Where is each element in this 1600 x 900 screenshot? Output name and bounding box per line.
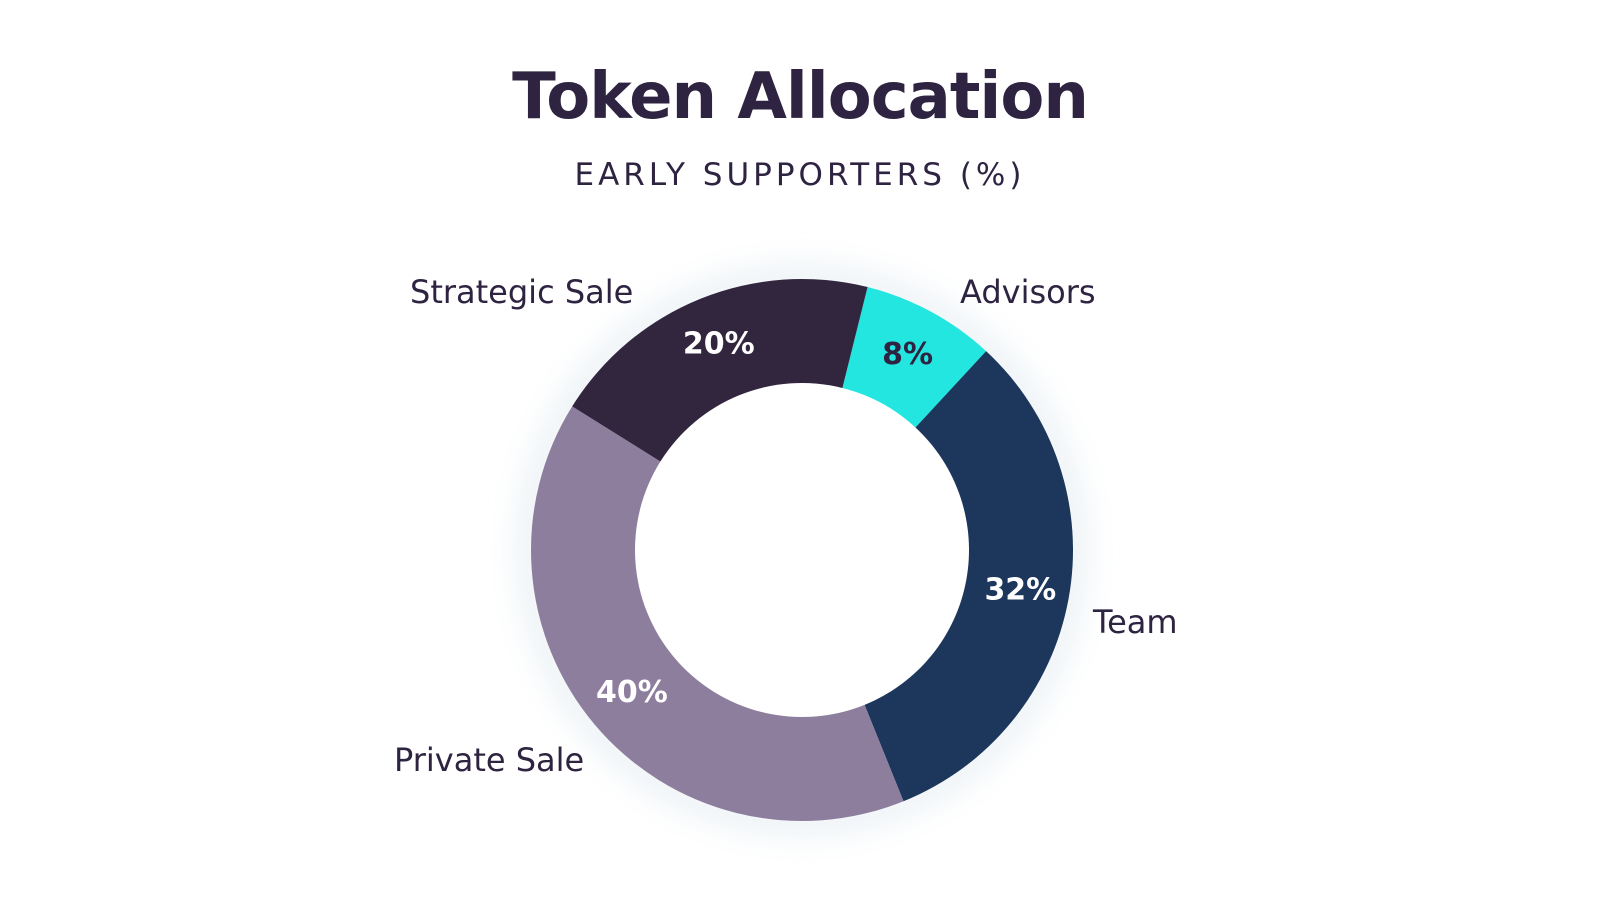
slice-strategic-sale <box>572 279 868 462</box>
slice-team <box>864 351 1074 802</box>
slice-advisors <box>842 287 987 428</box>
ring-shadow <box>515 263 1089 837</box>
chart-subtitle: EARLY SUPPORTERS (%) <box>574 157 1026 193</box>
chart-title: Token Allocation <box>512 60 1089 134</box>
labels-layer: 8% Advisors 32% Team 40% Private Sale 20% Strat… <box>394 273 1178 779</box>
value-label-advisors: 8% <box>882 337 933 372</box>
value-label-strategic-sale: 20% <box>683 327 755 362</box>
value-label-private-sale: 40% <box>596 675 668 710</box>
category-label-advisors: Advisors <box>960 273 1096 311</box>
category-label-strategic-sale: Strategic Sale <box>410 273 633 311</box>
slice-private-sale <box>530 406 904 822</box>
slices-layer <box>530 279 1074 822</box>
category-label-team: Team <box>1092 603 1178 641</box>
value-label-team: 32% <box>984 573 1056 608</box>
category-label-private-sale: Private Sale <box>394 741 584 779</box>
